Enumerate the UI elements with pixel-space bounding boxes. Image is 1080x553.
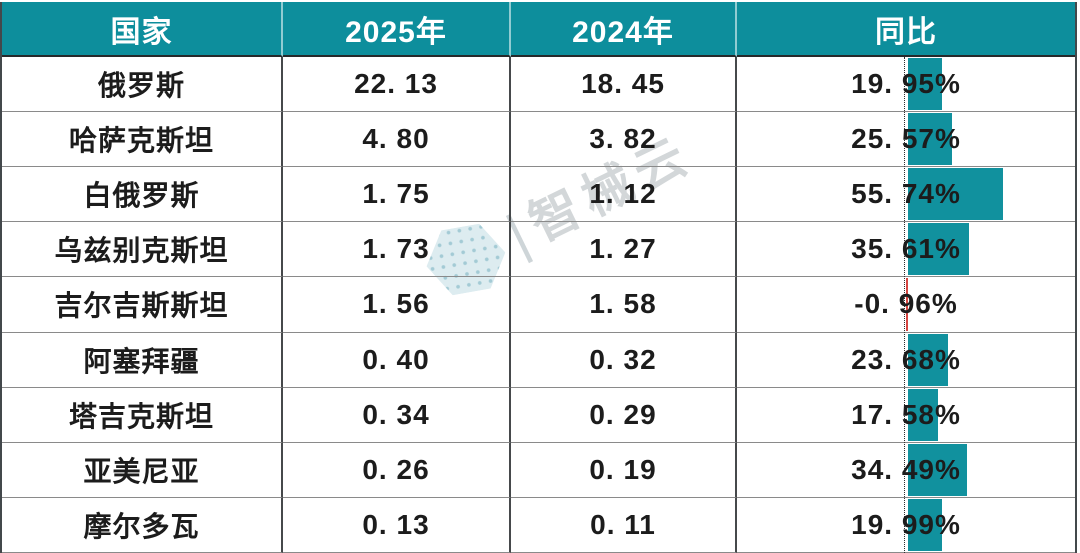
cell-yoy: -0. 96% xyxy=(737,277,1075,333)
yoy-data-bar xyxy=(908,443,967,496)
cell-2025: 0. 34 xyxy=(283,387,511,443)
cell-2024: 1. 27 xyxy=(511,222,737,278)
yoy-data-bar xyxy=(906,278,908,331)
cell-2024: 0. 29 xyxy=(511,387,737,443)
yoy-data-bar xyxy=(908,498,943,551)
cell-2025: 22. 13 xyxy=(283,57,511,113)
yoy-value: 35. 61% xyxy=(851,233,961,265)
yoy-data-bar xyxy=(908,333,949,386)
cell-2024: 1. 58 xyxy=(511,277,737,333)
cell-yoy: 55. 74% xyxy=(737,167,1075,223)
cell-country: 乌兹别克斯坦 xyxy=(2,222,283,278)
cell-country: 亚美尼亚 xyxy=(2,442,283,498)
cell-2024: 3. 82 xyxy=(511,112,737,168)
yoy-value: 25. 57% xyxy=(851,123,961,155)
cell-country: 俄罗斯 xyxy=(2,57,283,113)
cell-2024: 0. 19 xyxy=(511,442,737,498)
cell-2025: 0. 13 xyxy=(283,497,511,553)
cell-2025: 1. 56 xyxy=(283,277,511,333)
cell-yoy: 17. 58% xyxy=(737,388,1075,443)
yoy-data-bar xyxy=(908,223,969,276)
yoy-data-bar xyxy=(908,388,939,441)
cell-yoy: 34. 49% xyxy=(737,443,1075,498)
cell-2025: 0. 40 xyxy=(283,332,511,388)
cell-yoy: 25. 57% xyxy=(737,112,1075,168)
cell-country: 哈萨克斯坦 xyxy=(2,112,283,168)
yoy-value: 34. 49% xyxy=(851,453,961,485)
cell-yoy: 19. 99% xyxy=(737,498,1075,553)
yoy-data-bar xyxy=(908,58,943,111)
yoy-value: 19. 99% xyxy=(851,508,961,540)
cell-2024: 18. 45 xyxy=(511,57,737,113)
header-country: 国家 xyxy=(2,2,283,57)
cell-2024: 1. 12 xyxy=(511,167,737,223)
yoy-value: 17. 58% xyxy=(851,398,961,430)
cell-2025: 4. 80 xyxy=(283,112,511,168)
yoy-value: 19. 95% xyxy=(851,68,961,100)
yoy-data-bar xyxy=(908,168,1004,221)
header-yoy: 同比 xyxy=(737,2,1075,57)
cell-country: 吉尔吉斯斯坦 xyxy=(2,277,283,333)
cell-yoy: 23. 68% xyxy=(737,333,1075,388)
cell-2025: 1. 75 xyxy=(283,167,511,223)
cell-2025: 1. 73 xyxy=(283,222,511,278)
header-2025: 2025年 xyxy=(283,2,511,57)
cell-yoy: 19. 95% xyxy=(737,57,1075,113)
cell-2024: 0. 32 xyxy=(511,332,737,388)
cell-country: 白俄罗斯 xyxy=(2,167,283,223)
cell-2024: 0. 11 xyxy=(511,497,737,553)
yoy-value: 55. 74% xyxy=(851,178,961,210)
yoy-value: 23. 68% xyxy=(851,343,961,375)
cell-yoy: 35. 61% xyxy=(737,222,1075,278)
yoy-data-bar xyxy=(908,113,952,166)
header-2024: 2024年 xyxy=(511,2,737,57)
cell-2025: 0. 26 xyxy=(283,442,511,498)
yoy-value: -0. 96% xyxy=(854,288,958,320)
cell-country: 阿塞拜疆 xyxy=(2,332,283,388)
cell-country: 塔吉克斯坦 xyxy=(2,387,283,443)
cell-country: 摩尔多瓦 xyxy=(2,497,283,553)
